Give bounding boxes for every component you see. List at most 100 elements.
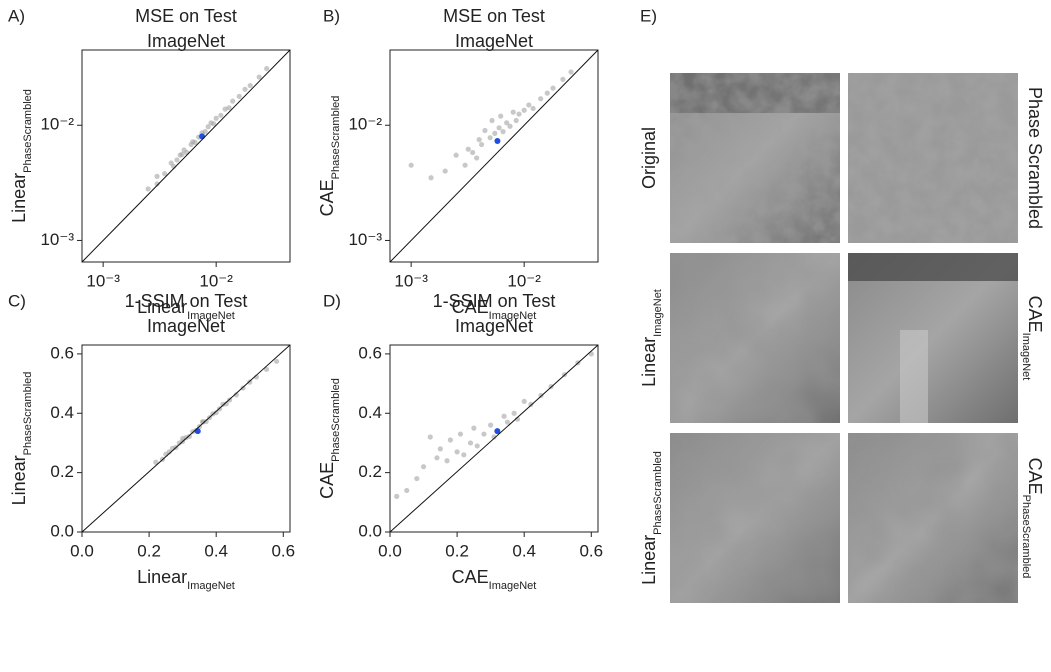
row-label-sub: PhaseScrambled — [652, 451, 664, 535]
chart-title: ImageNet — [147, 31, 225, 51]
point — [478, 141, 485, 148]
x-axis-label: LinearImageNet — [137, 297, 235, 322]
y-axis-label-sub: PhaseScrambled — [330, 378, 342, 462]
x-axis-label-sub: ImageNet — [187, 580, 235, 592]
point — [481, 431, 487, 437]
point — [457, 431, 464, 437]
y-tick-label: 0.0 — [50, 521, 74, 540]
point — [162, 171, 168, 177]
point — [453, 152, 459, 158]
x-tick-label: 0.0 — [70, 541, 94, 560]
x-tick-label: 0.6 — [271, 541, 295, 560]
point — [427, 434, 433, 440]
x-axis-label: CAEImageNet — [452, 567, 537, 592]
y-tick-label: 0.2 — [358, 462, 382, 481]
y-tick-label: 10⁻² — [348, 115, 382, 134]
point — [471, 425, 477, 431]
point — [174, 157, 180, 163]
point — [434, 455, 440, 461]
x-tick-label: 0.4 — [204, 541, 228, 560]
point — [538, 392, 544, 399]
y-tick-label: 0.4 — [50, 403, 74, 422]
point — [199, 133, 206, 140]
image-cae-phasescrambled-texture — [848, 433, 1018, 603]
point — [222, 106, 228, 112]
point — [494, 137, 501, 144]
plot-frame — [389, 344, 599, 533]
point — [465, 146, 471, 152]
y-axis-label-main: CAE — [317, 462, 337, 499]
panel-label: D) — [323, 291, 341, 310]
point — [444, 458, 450, 464]
point — [474, 155, 480, 161]
y-axis-label: LinearPhaseScrambled — [9, 89, 34, 223]
image-cae-imagenet — [848, 253, 1018, 423]
identity-line — [81, 49, 291, 263]
point — [145, 186, 151, 192]
y-axis-label-main: Linear — [9, 455, 29, 505]
point — [273, 358, 280, 364]
point — [184, 149, 190, 156]
plot-frame — [81, 49, 291, 263]
row-label-sub: ImageNet — [1020, 333, 1032, 381]
point — [236, 93, 242, 100]
identity-line — [389, 344, 599, 533]
point — [467, 440, 474, 446]
y-tick-label: 0.6 — [358, 343, 382, 362]
point — [560, 76, 566, 83]
row-label-main: CAE — [1025, 296, 1045, 333]
point — [489, 117, 495, 124]
chart-title: ImageNet — [147, 316, 225, 336]
point — [496, 125, 502, 131]
y-tick-label: 0.0 — [358, 521, 382, 540]
y-tick-label: 0.6 — [50, 343, 74, 362]
point — [500, 129, 506, 135]
point — [470, 149, 476, 156]
identity-line — [81, 344, 291, 533]
point — [544, 90, 550, 96]
identity-line — [389, 49, 599, 263]
image-cae-imagenet-pillar — [900, 330, 928, 423]
row-label-main: Linear — [639, 535, 659, 585]
image-phase-scrambled-texture — [848, 73, 1018, 243]
point — [487, 135, 493, 141]
y-tick-label: 10⁻³ — [40, 230, 74, 249]
point — [226, 105, 232, 111]
row-label: CAEImageNet — [1020, 296, 1045, 381]
point — [264, 66, 270, 72]
image-original-texture — [670, 73, 840, 243]
point — [213, 410, 219, 416]
chart-title: MSE on Test — [443, 6, 545, 26]
point — [511, 410, 517, 416]
point — [233, 392, 239, 398]
point — [394, 493, 400, 499]
x-tick-label: 0.0 — [378, 541, 402, 560]
chart-title: ImageNet — [455, 31, 533, 51]
point — [242, 86, 248, 92]
panel-label: E) — [640, 6, 657, 25]
plot-frame — [81, 344, 291, 533]
point — [205, 124, 211, 130]
row-label: Phase Scrambled — [1025, 87, 1045, 229]
point — [414, 475, 420, 482]
x-axis-label-sub: ImageNet — [489, 310, 537, 322]
point — [538, 96, 544, 102]
row-label-sub: PhaseScrambled — [1020, 495, 1032, 579]
panel-label: C) — [8, 291, 26, 310]
chart-title: 1-SSIM on Test — [433, 291, 556, 311]
point — [240, 385, 246, 391]
point — [154, 181, 160, 187]
y-axis-label: CAEPhaseScrambled — [317, 378, 342, 499]
point — [568, 69, 574, 75]
point — [194, 428, 201, 435]
x-axis-label-main: Linear — [137, 567, 187, 587]
point — [521, 107, 527, 113]
chart-title: ImageNet — [455, 316, 533, 336]
x-axis-label: CAEImageNet — [452, 297, 537, 322]
point — [186, 433, 192, 440]
point — [526, 102, 532, 108]
row-label-sub: ImageNet — [652, 289, 664, 337]
image-cae-imagenet-band — [848, 253, 1018, 281]
point — [230, 98, 236, 104]
x-tick-label: 10⁻³ — [394, 271, 428, 290]
